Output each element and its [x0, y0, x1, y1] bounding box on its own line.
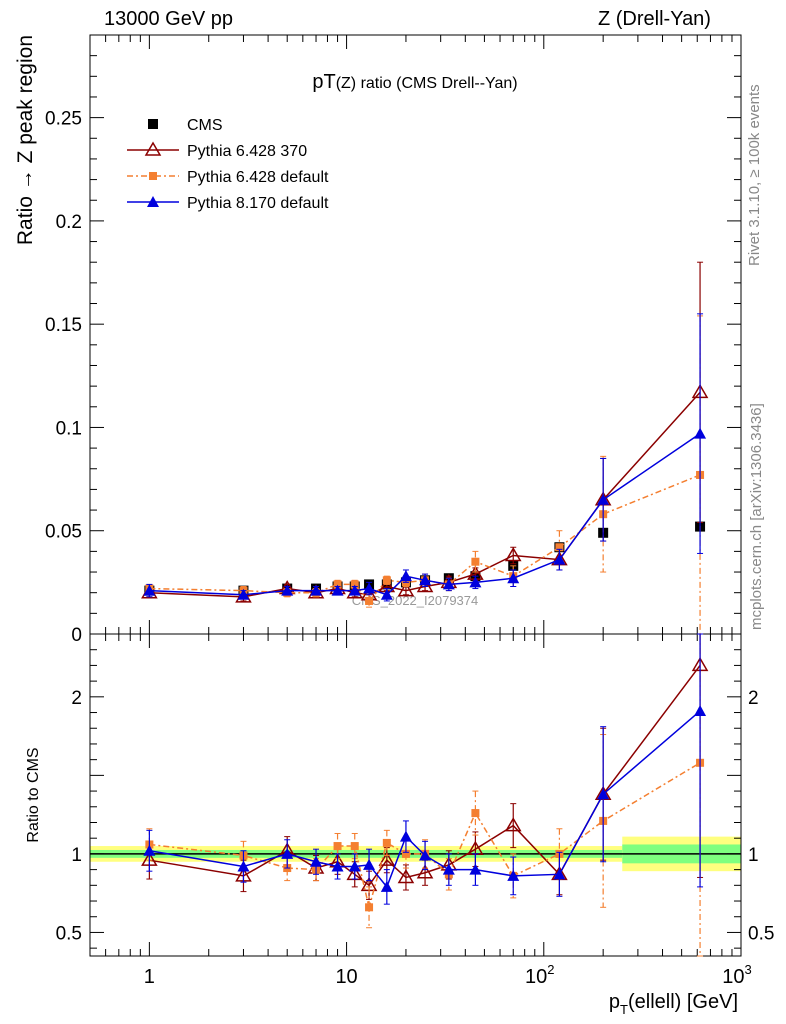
y-tick-label: 0	[71, 625, 82, 646]
ratio-series-0-point	[504, 817, 522, 832]
series-3-point	[419, 574, 432, 586]
header-right: Z (Drell-Yan)	[598, 8, 711, 30]
series-2-line	[149, 474, 701, 603]
ratio-series-1-point	[365, 903, 374, 912]
series-2-point	[365, 596, 374, 605]
y-tick-label: 0.15	[45, 315, 82, 336]
y-tick-label: 0.1	[56, 418, 82, 439]
ratio-series-1-point	[471, 809, 480, 818]
x-tick-label: 102	[525, 962, 554, 988]
ratio-series-2-point	[469, 863, 482, 875]
series-3-point	[348, 584, 361, 596]
series-1-point	[397, 582, 415, 597]
series-3-point	[694, 427, 707, 439]
series-3-line	[149, 433, 701, 596]
series-3-point	[331, 584, 344, 596]
series-1-line	[149, 391, 701, 598]
series-2-point	[333, 580, 342, 589]
y-tick-label: 0.05	[45, 522, 82, 543]
ratio-series-2-point	[597, 788, 610, 800]
ratio-series-0-point	[378, 851, 396, 866]
ratio-series-2-point	[331, 860, 344, 872]
ratio-y-tick-label-right: 2	[748, 688, 759, 709]
series-3-point	[469, 576, 482, 588]
series-3-point	[363, 582, 376, 594]
ratio-series-1-point	[382, 838, 391, 847]
legend-label: Pythia 6.428 default	[187, 169, 329, 186]
series-1-point	[416, 578, 434, 593]
ratio-series-1-line	[149, 762, 701, 908]
legend-marker	[148, 119, 158, 129]
ratio-series-2-point	[419, 849, 432, 861]
ratio-y-tick-label: 0.5	[56, 923, 82, 944]
series-3-point	[143, 584, 156, 596]
ratio-series-0-point	[397, 868, 415, 884]
ratio-series-2-point	[310, 855, 323, 867]
chart-title: pT(Z) ratio (CMS Drell--Yan)	[312, 71, 517, 93]
ratio-series-2-point	[442, 863, 455, 875]
y-tick-label: 0.25	[45, 109, 82, 130]
ratio-y-tick-label-right: 0.5	[748, 923, 774, 944]
ratio-series-0-point	[416, 864, 434, 879]
ratio-series-0-line	[149, 664, 701, 887]
x-axis-label: pT(ellell) [GeV]	[609, 991, 738, 1017]
x-tick-label: 103	[722, 962, 751, 988]
ratio-series-2-point	[363, 858, 376, 870]
series-3-point	[380, 588, 393, 600]
mcplots-label: mcplots.cern.ch [arXiv:1306.3436]	[748, 403, 765, 630]
ratio-series-2-point	[348, 860, 361, 872]
series-3-point	[507, 572, 520, 584]
x-tick-label: 10	[335, 966, 357, 988]
series-3-point	[281, 584, 294, 596]
ratio-series-2-point	[553, 868, 566, 880]
ratio-y-tick-label: 1	[71, 845, 82, 866]
ratio-series-2-point	[380, 880, 393, 892]
header-left: 13000 GeV pp	[104, 8, 233, 30]
y-tick-label: 0.2	[56, 212, 82, 233]
ratio-series-1-point	[401, 849, 410, 858]
ratio-series-2-point	[237, 860, 250, 872]
legend-marker	[147, 196, 159, 207]
series-1-point	[504, 547, 522, 562]
legend-marker	[149, 172, 157, 180]
rivet-label: Rivet 3.1.10, ≥ 100k events	[746, 84, 763, 266]
y-axis-label: Ratio → Z peak region	[14, 35, 37, 245]
series-3-point	[442, 578, 455, 590]
ratio-series-2-point	[694, 704, 707, 716]
legend-marker	[144, 141, 162, 156]
legend-label: Pythia 6.428 370	[187, 143, 307, 160]
ratio-series-2-point	[399, 830, 412, 842]
ratio-frame	[89, 633, 742, 957]
series-2-point	[382, 576, 391, 585]
ratio-series-1-point	[350, 842, 359, 851]
ratio-series-2-point	[507, 869, 520, 881]
series-3-point	[237, 588, 250, 600]
series-3-point	[553, 553, 566, 565]
ratio-series-1-point	[333, 842, 342, 851]
ratio-y-tick-label-right: 1	[748, 845, 759, 866]
ratio-series-2-point	[143, 844, 156, 856]
legend-label: Pythia 8.170 default	[187, 195, 329, 212]
ratio-series-2-point	[281, 847, 294, 859]
series-2-point	[350, 580, 359, 589]
ratio-y-axis-label: Ratio to CMS	[25, 747, 42, 842]
ratio-y-tick-label: 2	[71, 688, 82, 709]
series-2-point	[555, 543, 564, 552]
ratio-series-2-line	[149, 710, 701, 889]
series-3-point	[399, 570, 412, 582]
series-2-point	[471, 557, 480, 566]
series-3-point	[310, 584, 323, 596]
legend-label: CMS	[187, 117, 223, 134]
series-3-point	[597, 493, 610, 505]
x-tick-label: 1	[144, 966, 155, 988]
